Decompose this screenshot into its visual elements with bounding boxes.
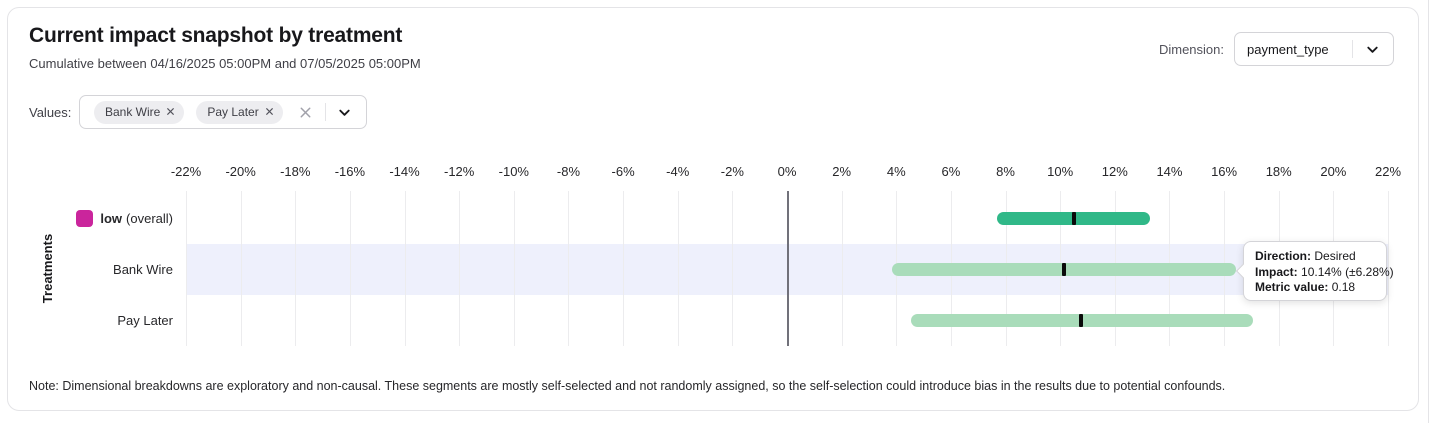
gridline <box>732 191 734 346</box>
row-label-note: (overall) <box>126 210 173 226</box>
dimension-select[interactable]: payment_type <box>1234 32 1394 66</box>
x-axis-tick-label: 14% <box>1156 164 1183 179</box>
x-axis-tick-label: -22% <box>170 164 202 179</box>
x-axis-tick-label: -10% <box>498 164 529 179</box>
values-label: Values: <box>29 104 72 120</box>
filter-chip[interactable]: Bank Wire <box>94 100 185 124</box>
chevron-down-icon[interactable] <box>334 101 356 123</box>
clear-all-icon[interactable] <box>295 101 317 123</box>
x-axis-tick-label: 12% <box>1101 164 1128 179</box>
values-multiselect[interactable]: Bank Wire Pay Later <box>79 95 367 129</box>
dimension-label: Dimension: <box>1158 41 1224 57</box>
legend-swatch <box>76 209 94 227</box>
remove-chip-icon[interactable] <box>265 105 274 119</box>
dimension-control: Dimension: payment_type <box>1159 32 1394 66</box>
gridline <box>404 191 406 346</box>
tooltip-direction: Direction: Desired <box>1255 249 1356 263</box>
remove-chip-icon[interactable] <box>166 105 175 119</box>
gridline <box>186 191 187 346</box>
gridline <box>513 191 515 346</box>
values-filter-row: Values: Bank Wire Pay Later <box>29 95 367 129</box>
x-axis-tick-label: -2% <box>720 164 744 179</box>
x-axis-tick-label: 6% <box>941 164 961 179</box>
gridline <box>841 191 843 346</box>
tooltip: Direction: Desired Impact: 10.14% (±6.28… <box>1235 241 1394 301</box>
gridline <box>1388 191 1389 346</box>
x-axis-tick-label: 2% <box>832 164 852 179</box>
zero-baseline <box>787 191 789 346</box>
footnote: Note: Dimensional breakdowns are explora… <box>29 379 1226 393</box>
y-axis-label: Treatments <box>40 233 56 304</box>
gridline <box>295 191 297 346</box>
x-axis-tick-label: -4% <box>666 164 690 179</box>
filter-chip-label: Pay Later <box>207 105 259 119</box>
x-axis-tick-label: -18% <box>280 164 311 179</box>
chips-container: Bank Wire Pay Later <box>94 100 295 124</box>
x-axis-tick-label: -14% <box>389 164 420 179</box>
select-divider <box>1352 40 1353 58</box>
point-estimate-marker <box>1078 313 1083 327</box>
plot-area: -22% -20% -18% -16% -14% -12% -10% -8% -6% -4% -2%… <box>171 164 1401 346</box>
tooltip-metric-value: Metric value: 0.18 <box>1255 280 1356 294</box>
point-estimate-marker <box>1071 211 1076 225</box>
x-axis-tick-label: 4% <box>886 164 906 179</box>
x-axis-tick-label: 22% <box>1374 164 1402 179</box>
treatment-row-label: Bank Wire <box>113 259 173 279</box>
page-title: Current impact snapshot by treatment <box>29 24 403 47</box>
row-label-text: low <box>100 210 123 226</box>
x-axis-tick-label: -20% <box>225 164 256 179</box>
x-axis-tick-label: -6% <box>611 164 635 179</box>
x-axis-tick-label: 18% <box>1265 164 1292 179</box>
x-axis-tick-label: -8% <box>556 164 581 179</box>
adjacent-panel-edge <box>1428 0 1429 423</box>
filter-chip[interactable]: Pay Later <box>196 100 283 124</box>
gridline <box>459 191 461 346</box>
impact-snapshot-card: Current impact snapshot by treatment Cum… <box>7 7 1419 411</box>
x-axis-tick-label: -16% <box>334 164 366 179</box>
treatment-row-label: low (overall) <box>76 208 173 228</box>
gridline <box>677 191 679 346</box>
filter-chip-label: Bank Wire <box>105 105 161 119</box>
gridline <box>349 191 351 346</box>
x-axis-tick-label: 8% <box>996 164 1015 179</box>
x-axis-tick-label: 10% <box>1047 164 1074 179</box>
point-estimate-marker <box>1062 262 1066 276</box>
x-axis-tick-label: 0% <box>777 164 797 179</box>
gridline <box>623 191 625 346</box>
x-axis-tick-label: 20% <box>1320 164 1347 179</box>
filter-actions <box>295 101 356 123</box>
gridline <box>240 191 242 346</box>
x-axis-tick-label: 16% <box>1211 164 1238 179</box>
chevron-down-icon <box>1361 38 1383 60</box>
row-labels: low (overall) Bank Wire Pay Later <box>60 191 173 346</box>
row-label-text: Bank Wire <box>113 261 173 277</box>
treatment-row-label: Pay Later <box>117 310 173 330</box>
date-range-subtitle: Cumulative between 04/16/2025 05:00PM an… <box>29 56 421 71</box>
tooltip-impact: Impact: 10.14% (±6.28%) <box>1255 264 1394 279</box>
dimension-selected-value: payment_type <box>1247 41 1329 57</box>
gridline <box>568 191 570 346</box>
x-axis-tick-label: -12% <box>443 164 475 179</box>
filter-divider <box>324 103 326 121</box>
row-label-text: Pay Later <box>117 312 173 328</box>
